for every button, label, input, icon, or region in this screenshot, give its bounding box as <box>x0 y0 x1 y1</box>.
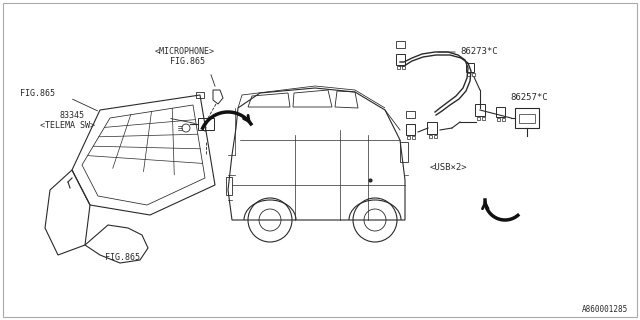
Bar <box>402 66 404 69</box>
Bar <box>396 41 405 48</box>
Text: FIG.865: FIG.865 <box>20 89 55 98</box>
Text: 83345: 83345 <box>60 110 85 119</box>
Text: FIG.865: FIG.865 <box>105 253 140 262</box>
Bar <box>472 73 474 76</box>
Text: 86273*C: 86273*C <box>460 47 498 57</box>
Bar <box>226 177 232 195</box>
Bar <box>519 114 535 123</box>
Bar <box>482 117 484 120</box>
Text: <MICROPHONE>: <MICROPHONE> <box>155 47 215 57</box>
Text: A860001285: A860001285 <box>582 305 628 314</box>
Text: <USB×2>: <USB×2> <box>430 164 468 172</box>
Text: FIG.865: FIG.865 <box>170 58 205 67</box>
Bar <box>467 73 470 76</box>
Bar <box>429 135 431 138</box>
Bar <box>406 124 415 135</box>
Bar <box>396 54 405 65</box>
Bar <box>427 122 437 134</box>
Bar <box>400 142 408 162</box>
Bar <box>406 111 415 118</box>
Bar <box>407 136 410 139</box>
Bar <box>466 63 474 72</box>
Text: <TELEMA SW>: <TELEMA SW> <box>40 122 95 131</box>
Bar <box>497 118 499 121</box>
Bar <box>475 104 485 116</box>
Bar <box>198 118 214 130</box>
Text: 86257*C: 86257*C <box>510 93 548 102</box>
Bar <box>477 117 479 120</box>
Bar <box>502 118 504 121</box>
Bar <box>434 135 436 138</box>
Bar <box>496 107 505 117</box>
Bar <box>515 108 539 128</box>
Bar <box>397 66 399 69</box>
Bar <box>412 136 415 139</box>
Bar <box>196 92 204 98</box>
